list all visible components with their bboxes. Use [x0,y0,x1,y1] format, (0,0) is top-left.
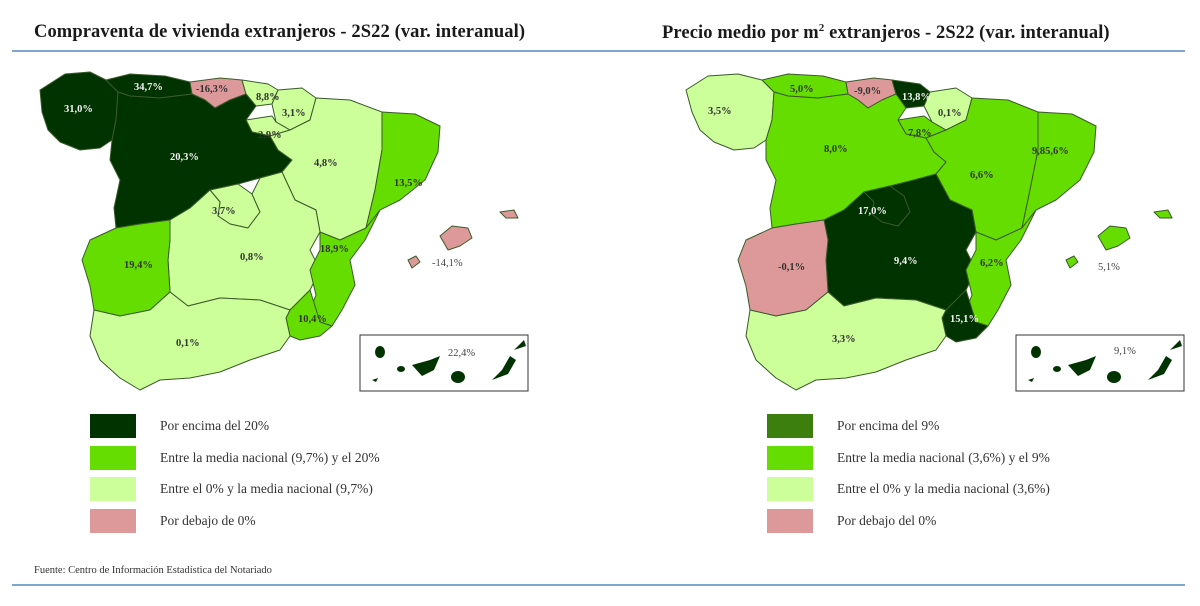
region-cataluna[interactable] [1021,111,1097,229]
legend-label: Por debajo del 0% [837,512,937,528]
price-map-title: Precio medio por m2 extranjeros - 2S22 (… [662,22,1110,44]
footer-divider [12,584,1185,586]
region-baleares-ibiza[interactable] [407,255,421,269]
label-galicia: 3,5% [708,106,732,117]
legend-label: Por encima del 20% [160,418,270,433]
label-navarra: 3,1% [282,108,306,119]
label-aragon: 6,6% [970,170,994,181]
canarias-inset-frame [1015,334,1185,392]
region-cataluna[interactable] [365,111,441,229]
title-divider [600,50,1185,52]
label-castilla-la-mancha: 9,4% [894,256,918,267]
legend-item-mid: Entre la media nacional (3,6%) y el 9% [767,445,1050,470]
region-andalucia[interactable] [89,291,291,391]
label-castilla-leon: 8,0% [824,144,848,155]
label-cantabria: -16,3% [196,84,228,95]
label-cantabria: -9,0% [854,86,881,97]
label-baleares: 5,1% [1098,262,1120,273]
label-castilla-leon: 20,3% [170,152,199,163]
label-canarias: 22,4% [448,348,475,359]
label-extremadura: 19,4% [124,260,153,271]
title-divider [12,50,600,52]
legend-swatch-pink [90,508,136,533]
legend-label: Entre el 0% y la media nacional (9,7%) [160,481,373,496]
label-valenciana: 18,9% [320,244,349,255]
label-extremadura: -0,1% [778,262,805,273]
label-andalucia: 3,3% [832,334,856,345]
label-cataluna: 13,5% [394,178,423,189]
label-baleares: -14,1% [432,258,463,269]
label-pais-vasco: 13,8% [902,92,931,103]
label-asturias: 34,7% [134,82,163,93]
label-murcia: 10,4% [298,314,327,325]
legend-swatch-pink [767,508,813,533]
label-andalucia: 0,1% [176,338,200,349]
legend-swatch-green [767,445,813,470]
legend-item-mid: Entre la media nacional (9,7%) y el 20% [90,445,380,470]
label-murcia: 15,1% [950,314,979,325]
region-canarias[interactable] [1028,340,1182,383]
price-map: 3,5% 5,0% -9,0% 13,8% 0,1% 7,8% 8,0% 6,6… [685,73,1185,392]
legend-label: Entre la media nacional (3,6%) y el 9% [837,449,1050,465]
label-la-rioja: 2,9% [258,130,282,141]
sales-panel: Compraventa de vivienda extranjeros - 2S… [12,22,600,576]
region-baleares-menorca[interactable] [499,209,519,219]
label-cataluna: 9,85,6% [1032,146,1069,157]
legend-item-above-9: Por encima del 9% [767,414,1050,438]
region-baleares-mallorca[interactable] [439,225,473,251]
price-legend: Por encima del 9% Entre la media naciona… [767,414,1050,540]
label-asturias: 5,0% [790,84,814,95]
canarias-inset-frame [359,334,529,392]
region-baleares-menorca[interactable] [1153,209,1173,219]
label-navarra: 0,1% [938,108,962,119]
legend-label: Por debajo de 0% [160,512,256,528]
region-andalucia[interactable] [745,291,947,391]
legend-item-negative: Por debajo de 0% [90,508,380,533]
legend-swatch-darkgreen [767,414,813,438]
legend-label: Por encima del 9% [837,418,940,433]
source-note: Fuente: Centro de Información Estadístic… [34,565,272,576]
legend-swatch-darkgreen [90,414,136,438]
label-castilla-la-mancha: 0,8% [240,252,264,263]
region-baleares-ibiza[interactable] [1065,255,1079,269]
sales-map-title: Compraventa de vivienda extranjeros - 2S… [34,22,526,42]
legend-swatch-lightgreen [90,477,136,501]
legend-item-low: Entre el 0% y la media nacional (9,7%) [90,477,380,501]
label-galicia: 31,0% [64,104,93,115]
label-pais-vasco: 8,8% [256,92,280,103]
label-madrid: 3,7% [212,206,236,217]
region-madrid[interactable] [863,185,911,227]
legend-item-low: Entre el 0% y la media nacional (3,6%) [767,477,1050,501]
label-madrid: 17,0% [858,206,887,217]
label-valenciana: 6,2% [980,258,1004,269]
legend-item-above-20: Por encima del 20% [90,414,380,438]
sales-map: 31,0% 34,7% -16,3% 8,8% 3,1% 2,9% 20,3% … [39,71,529,392]
legend-label: Entre la media nacional (9,7%) y el 20% [160,449,380,465]
price-panel: Precio medio por m2 extranjeros - 2S22 (… [600,0,1200,606]
region-baleares-mallorca[interactable] [1097,225,1131,251]
label-la-rioja: 7,8% [908,128,932,139]
legend-swatch-green [90,445,136,470]
label-canarias: 9,1% [1114,346,1136,357]
legend-label: Entre el 0% y la media nacional (3,6%) [837,481,1050,496]
region-canarias[interactable] [372,340,526,383]
legend-swatch-lightgreen [767,477,813,501]
legend-item-negative: Por debajo del 0% [767,508,1050,533]
sales-legend: Por encima del 20% Entre la media nacion… [90,414,380,540]
label-aragon: 4,8% [314,158,338,169]
